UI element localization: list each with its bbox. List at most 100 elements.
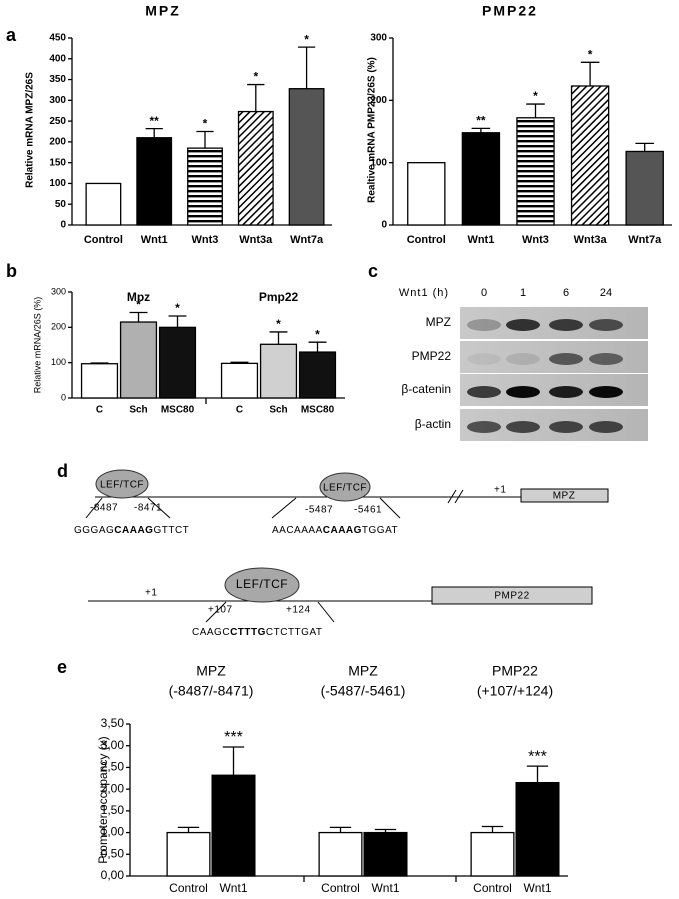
significance: *** xyxy=(224,729,243,746)
error-bar xyxy=(90,362,109,364)
significance: * xyxy=(136,298,141,312)
significance: * xyxy=(315,327,320,341)
error-bar xyxy=(374,828,397,833)
chart-title: PMP22 xyxy=(482,3,538,19)
error-bar xyxy=(145,127,163,138)
y-tick-label: 300 xyxy=(51,286,66,296)
error-bar xyxy=(168,315,187,328)
pointer xyxy=(379,497,401,519)
blot-band xyxy=(589,421,623,433)
bar xyxy=(85,182,122,226)
bar xyxy=(516,117,555,226)
sequence: CAAGCCTTTGCTCTTGAT xyxy=(192,627,322,638)
bar xyxy=(470,831,515,877)
row-label: β-catenin xyxy=(401,382,451,396)
bar xyxy=(407,162,446,226)
y-tick-label: 300 xyxy=(49,95,66,106)
y-tick-label: 200 xyxy=(49,137,66,148)
seq-part: GGGAG xyxy=(74,525,114,536)
bar xyxy=(363,831,408,877)
error-bar xyxy=(129,311,148,323)
panel-labels: a b c d e xyxy=(6,25,378,677)
bar xyxy=(220,362,259,399)
y-axis-label: Realtive mRNA PMP22/26S (%) xyxy=(367,57,378,203)
panel-label: a xyxy=(6,25,17,45)
y-tick-label: 100 xyxy=(370,157,387,168)
panel-label: d xyxy=(57,461,68,481)
gene-box xyxy=(520,488,609,503)
y-tick-label: 0 xyxy=(61,392,66,402)
row-label: PMP22 xyxy=(412,349,452,363)
y-tick-label: 2,50 xyxy=(101,760,125,774)
significance: * xyxy=(304,32,309,46)
y-tick-label: 400 xyxy=(49,53,66,64)
x-tick-label: Control xyxy=(407,234,446,246)
error-bar xyxy=(308,341,327,353)
bar xyxy=(237,110,274,226)
site: -5461 xyxy=(354,505,382,516)
error-bar xyxy=(526,765,549,783)
y-tick-label: 3,00 xyxy=(101,738,125,752)
sequence: AACAAAACAAAGTGGAT xyxy=(272,525,398,536)
group-title: MPZ xyxy=(348,663,378,679)
group-title: (-5487/-5461) xyxy=(321,683,406,699)
x-tick-label: Wnt1 xyxy=(523,881,551,895)
row-label: β-actin xyxy=(415,417,451,431)
sequence: GGGAGCAAAGGTTCT xyxy=(74,525,189,536)
x-tick-label: Wnt7a xyxy=(628,234,662,246)
pointer xyxy=(271,497,297,519)
error-bar xyxy=(471,127,491,133)
x-tick-label: Wnt1 xyxy=(141,234,168,246)
significance: * xyxy=(533,89,538,103)
significance: *** xyxy=(528,748,547,765)
y-tick-label: 0,00 xyxy=(101,868,125,882)
error-bar xyxy=(329,826,352,833)
blot-band xyxy=(467,353,501,365)
bar xyxy=(187,147,223,226)
error-bar xyxy=(230,361,249,364)
bar xyxy=(259,343,298,399)
group-title: (-8487/-8471) xyxy=(169,683,254,699)
start-site: +1 xyxy=(145,588,157,599)
lane-label: 1 xyxy=(520,287,526,299)
y-tick-label: 0,50 xyxy=(101,846,125,860)
significance: ** xyxy=(150,114,160,128)
panel-label: c xyxy=(368,261,378,281)
blot-band xyxy=(467,421,501,433)
blot-band xyxy=(589,319,623,331)
x-tick-label: Wnt3 xyxy=(522,234,549,246)
factor-label: LEF/TCF xyxy=(323,483,367,494)
pointer xyxy=(205,601,227,623)
bar xyxy=(570,85,610,226)
significance: * xyxy=(175,301,180,315)
seq-motif: CAAAG xyxy=(114,525,153,536)
group-title: (+107/+124) xyxy=(477,683,553,699)
y-axis-label: Relative mRNA MPZ/26S xyxy=(25,72,36,188)
factor-label: LEF/TCF xyxy=(100,480,144,491)
significance: * xyxy=(588,47,593,61)
x-tick-label: Wnt3 xyxy=(192,234,219,246)
row-label: MPZ xyxy=(426,315,451,329)
error-bar xyxy=(297,46,316,89)
y-tick-label: 200 xyxy=(370,95,387,106)
x-tick-label: Sch xyxy=(269,405,287,416)
lane-label: 0 xyxy=(481,287,487,299)
blot-band xyxy=(506,421,540,433)
pointer xyxy=(317,601,335,623)
bar xyxy=(288,88,325,226)
blot-band xyxy=(506,386,540,398)
error-bar xyxy=(481,825,504,833)
error-bar xyxy=(222,746,245,776)
seq-part: CTCTTGAT xyxy=(266,627,323,638)
blot-band xyxy=(467,319,501,331)
significance: * xyxy=(276,317,281,331)
x-tick-label: Control xyxy=(321,881,360,895)
panel-label: e xyxy=(57,657,67,677)
bar xyxy=(515,781,560,877)
x-tick-label: MSC80 xyxy=(301,405,335,416)
x-tick-label: Wnt3a xyxy=(239,234,273,246)
error-bar xyxy=(177,826,200,833)
y-tick-label: 1,50 xyxy=(101,803,125,817)
seq-motif: CAAAG xyxy=(323,525,362,536)
lane-label: 24 xyxy=(600,287,612,299)
